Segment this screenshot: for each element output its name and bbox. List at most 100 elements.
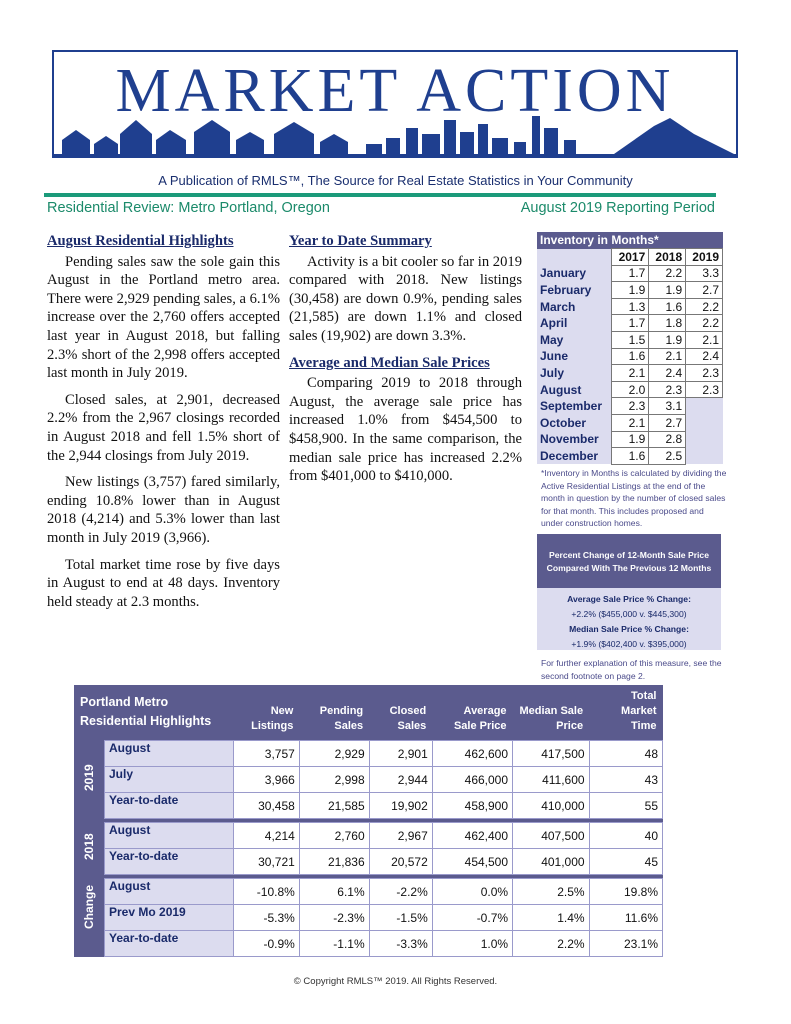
cell: 2,944 [368, 766, 433, 793]
cell: 2.4 [648, 364, 687, 382]
heading: Year to Date Summary [289, 233, 432, 249]
cell: -1.1% [298, 930, 370, 957]
cell: 2.2 [648, 264, 687, 283]
cell: 466,000 [431, 766, 514, 793]
cell: 1.7 [611, 264, 650, 283]
cell: 2,998 [298, 766, 370, 793]
cell: 1.5 [611, 330, 650, 349]
cell: 0.0% [431, 878, 514, 905]
cell: 2.2 [685, 314, 723, 332]
cell: -2.2% [368, 878, 433, 905]
cell: 43 [588, 766, 664, 793]
spacer-cell [74, 874, 663, 879]
column-header: Closed Sales [369, 685, 433, 741]
corner [537, 248, 612, 266]
copyright: © Copyright RMLS™ 2019. All Rights Reser… [293, 976, 498, 987]
cell: 23.1% [588, 930, 664, 957]
cell: -2.3% [298, 904, 370, 931]
cell: 2.3 [611, 397, 650, 415]
cell: 1.7 [611, 314, 650, 332]
masthead: MARKET ACTION [52, 50, 738, 158]
cell: 48 [588, 740, 664, 767]
month: March [537, 298, 612, 315]
row: 2018 August 4,214 2,760 2,967 462,400 407,500 4… [74, 822, 664, 875]
row: January 1.7 2.2 3.3 [537, 264, 723, 283]
cell: 401,000 [512, 848, 590, 875]
row: July 2.1 2.4 2.3 [537, 364, 723, 382]
cell: 1.9 [648, 281, 687, 299]
cell: 2.7 [685, 281, 723, 299]
cell: 4,214 [233, 822, 300, 849]
table-title: Inventory in Months* [537, 232, 723, 249]
row-label: Year-to-date [104, 792, 234, 819]
publication-line: A Publication of RMLS™, The Source for R… [158, 173, 633, 188]
heading: Average and Median Sale Prices [289, 354, 490, 371]
row-label: Prev Mo 2019 [104, 904, 234, 931]
month: May [537, 331, 612, 349]
row-label: August [104, 740, 234, 767]
cell: 1.0% [431, 930, 514, 957]
paragraph: Pending sales saw the sole gain this Aug… [47, 253, 281, 382]
header-row: 2017 2018 2019 [537, 248, 723, 266]
paragraph: Activity is a bit cooler so far in 2019 … [289, 253, 522, 344]
cell: 2.0 [611, 380, 650, 399]
cell: 45 [588, 848, 664, 875]
row: March 1.3 1.6 2.2 [537, 297, 723, 316]
row-label: August [104, 878, 234, 905]
cell: -1.5% [368, 904, 433, 931]
title-row: Inventory in Months* [537, 232, 723, 249]
month: June [537, 348, 612, 365]
row-label: July [104, 766, 234, 793]
cell [685, 397, 723, 415]
month: April [537, 314, 612, 332]
cell: 30,721 [233, 848, 300, 875]
cell: 2.1 [611, 413, 650, 432]
footnote: For further explanation of this measure,… [541, 658, 722, 681]
month: November [537, 431, 612, 448]
row: November 1.9 2.8 [537, 430, 723, 449]
highlights-column: August Residential Highlights Pending sal… [47, 232, 280, 619]
group-cell: 2018 [74, 822, 105, 875]
divider [44, 193, 716, 197]
month: January [537, 265, 612, 282]
cell: 458,900 [431, 792, 514, 819]
cell: 2.3 [685, 364, 723, 382]
cell: 1.4% [512, 904, 590, 931]
cell: 1.8 [648, 314, 687, 332]
cell: 2.5 [648, 447, 687, 465]
month: October [537, 414, 612, 432]
cell: 1.6 [611, 447, 650, 465]
cell: 2.1 [648, 347, 687, 366]
cell: 3,757 [233, 740, 300, 767]
row: Year-to-date 30,458 21,585 19,902 458,900 410… [74, 792, 664, 819]
cell: 454,500 [431, 848, 514, 875]
cell: 2,760 [298, 822, 370, 849]
cell: -3.3% [368, 930, 433, 957]
title: MARKET ACTION [115, 57, 675, 125]
cell: 2.2 [685, 297, 723, 316]
cell: 3.1 [648, 397, 687, 415]
highlights-table: Portland Metro Residential Highlights New… [74, 685, 664, 957]
column-header: New Listings [233, 685, 300, 741]
cell: 2.3 [685, 380, 723, 399]
value: +2.2% ($455,000 v. $445,300) [571, 609, 687, 619]
row: April 1.7 1.8 2.2 [537, 314, 723, 332]
row: 2019 August 3,757 2,929 2,901 462,600 417,500 4… [74, 740, 664, 819]
summary-column: Year to Date Summary Activity is a bit co… [289, 232, 522, 494]
cell: 2.2% [512, 930, 590, 957]
inventory-note: *Inventory in Months is calculated by di… [541, 468, 727, 529]
group-label: 2018 [82, 832, 96, 860]
month: December [537, 447, 612, 465]
column-header: Median Sale Price [512, 685, 590, 741]
spacer [74, 818, 663, 823]
cell: 19.8% [588, 878, 664, 905]
paragraph: Comparing 2019 to 2018 through August, t… [289, 375, 522, 485]
label: Median Sale Price % Change: [569, 624, 689, 634]
group-label: Change [82, 884, 96, 929]
percent-change-title: Percent Change of 12-Month Sale Price Co… [537, 534, 721, 588]
row: Year-to-date -0.9% -1.1% -3.3% 1.0% 2.2% 23.1% [74, 930, 664, 957]
column-header: 2018 [648, 248, 687, 266]
cell [685, 447, 723, 465]
month: July [537, 364, 612, 382]
cell: -10.8% [233, 878, 300, 905]
